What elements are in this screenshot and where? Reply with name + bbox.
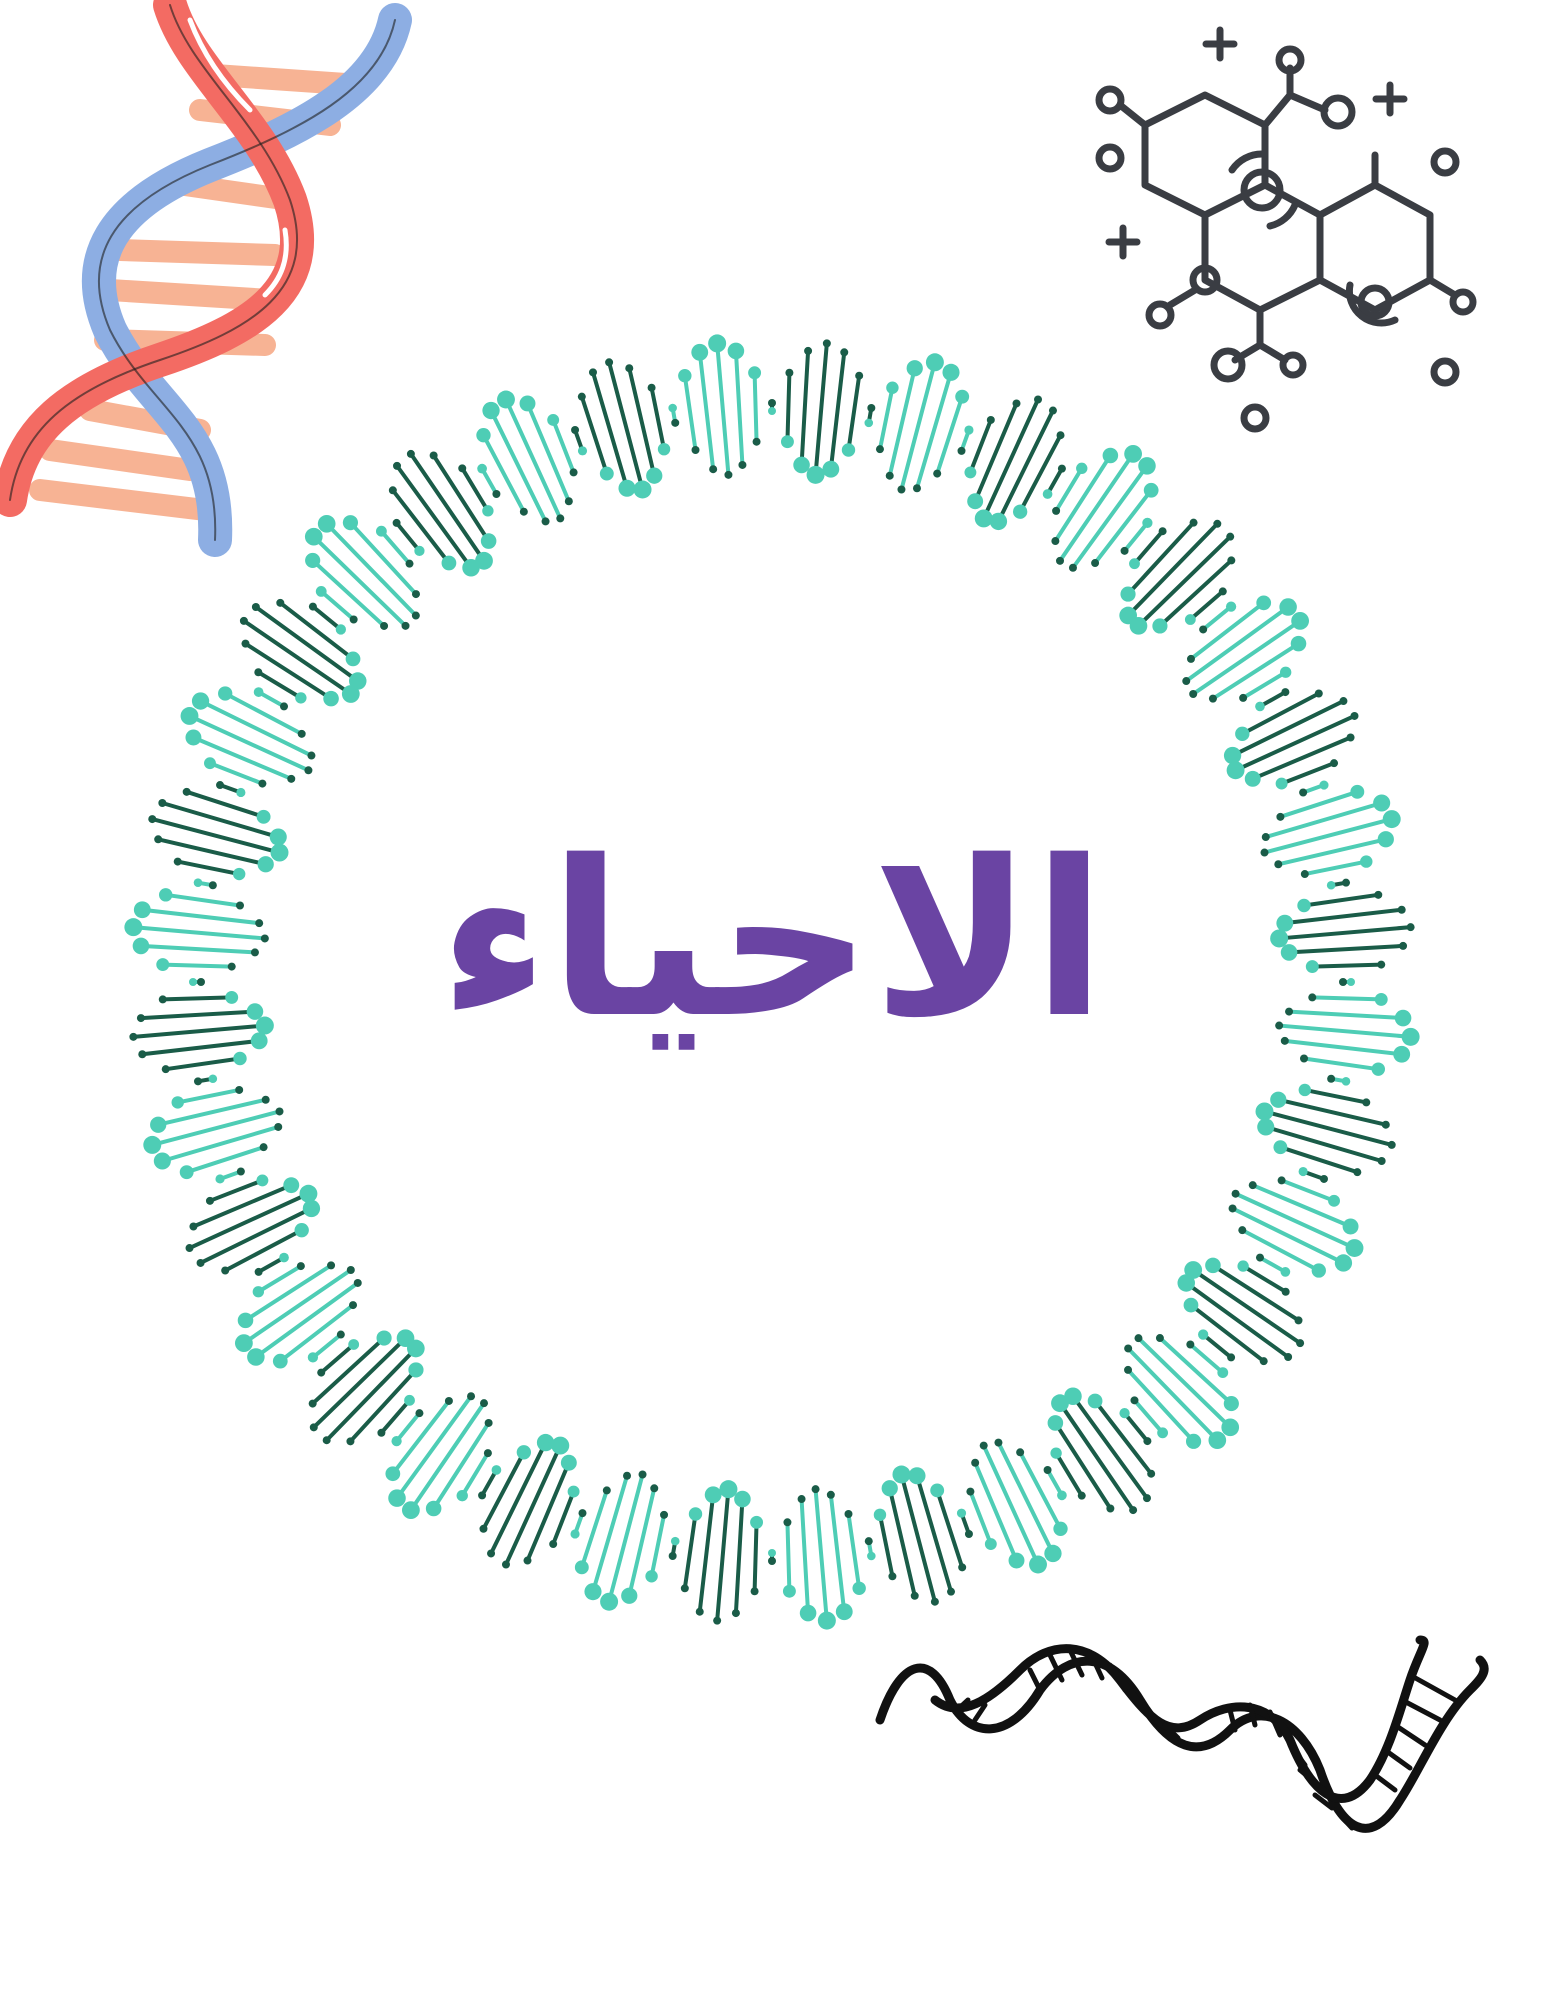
page-title: الاحياء [438,814,1107,1065]
dna-ring-icon [124,334,1420,1630]
molecule-icon [1095,26,1477,433]
dna-helix-icon [0,0,412,557]
dna-strand-icon [875,1635,1489,1833]
